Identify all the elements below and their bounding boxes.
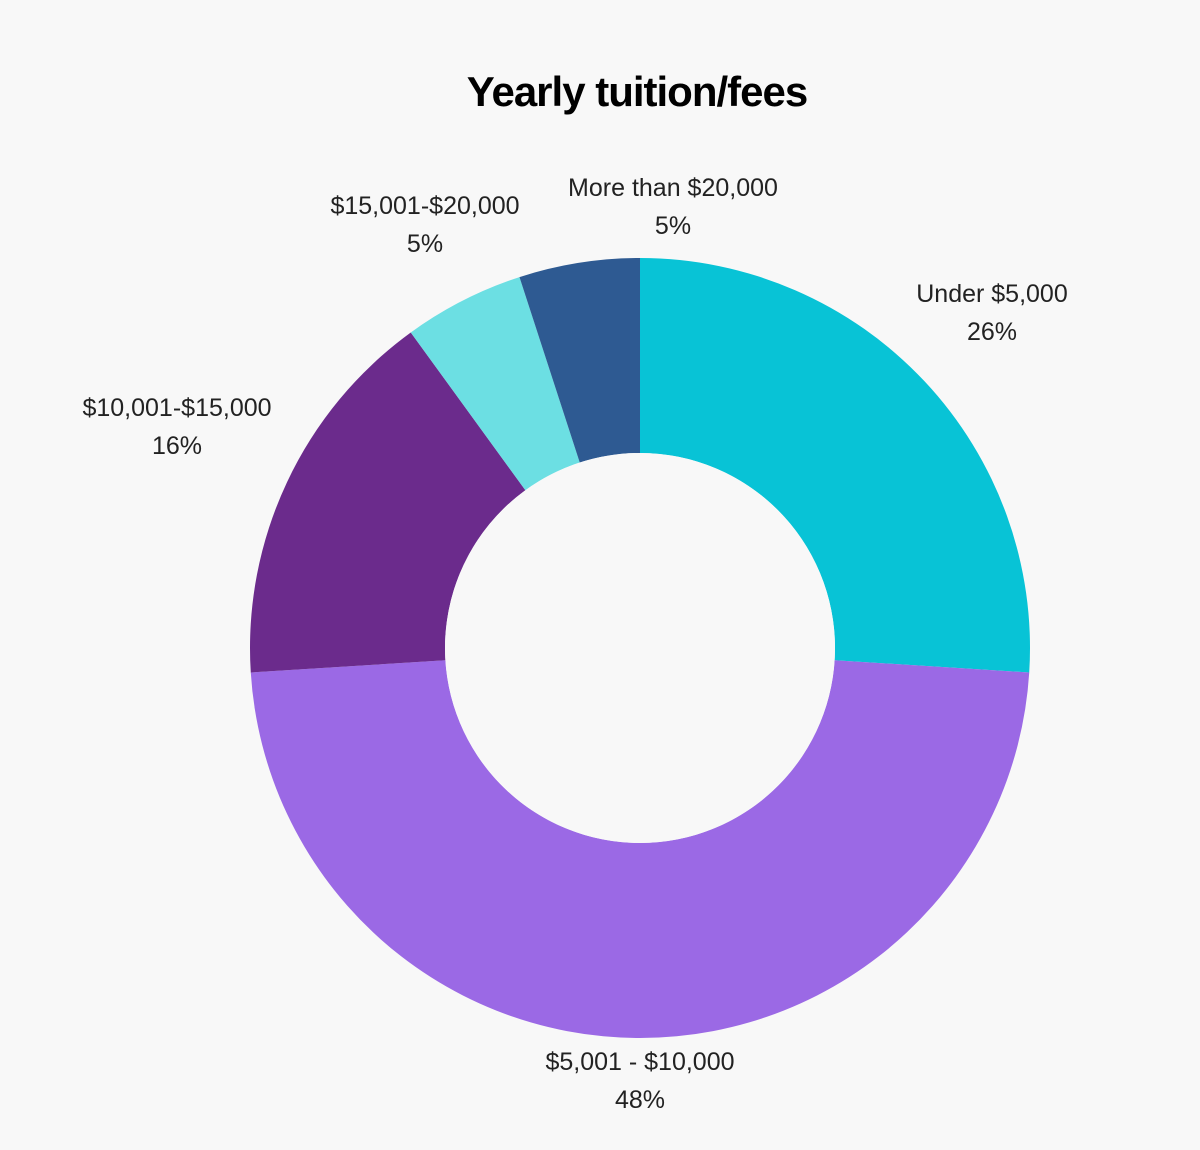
slice-label-value: 5%	[407, 230, 443, 258]
slice-more-than-20-000	[519, 258, 640, 463]
slice-label-value: 26%	[967, 318, 1017, 346]
slice-label-category: $10,001-$15,000	[82, 394, 271, 422]
donut-hole	[445, 453, 835, 843]
chart-title: Yearly tuition/fees	[467, 68, 807, 115]
slices	[250, 258, 1030, 1039]
slice-label-category: $5,001 - $10,000	[545, 1048, 734, 1076]
slice-label-category: More than $20,000	[568, 174, 778, 202]
slice-label-value: 16%	[152, 432, 202, 460]
slice-10-001-15-000	[250, 332, 526, 673]
slice-label-value: 48%	[615, 1086, 665, 1114]
slice-under-5-000	[640, 258, 1030, 673]
slice-15-001-20-000	[410, 277, 580, 491]
slice-labels: Under $5,000 26% $5,001 - $10,000 48% $10,00…	[82, 174, 1067, 1114]
slice-5-001-10-000	[250, 660, 1030, 1039]
slice-label-category: $15,001-$20,000	[330, 192, 519, 220]
slice-label-value: 5%	[655, 212, 691, 240]
slice-label-category: Under $5,000	[916, 280, 1068, 308]
